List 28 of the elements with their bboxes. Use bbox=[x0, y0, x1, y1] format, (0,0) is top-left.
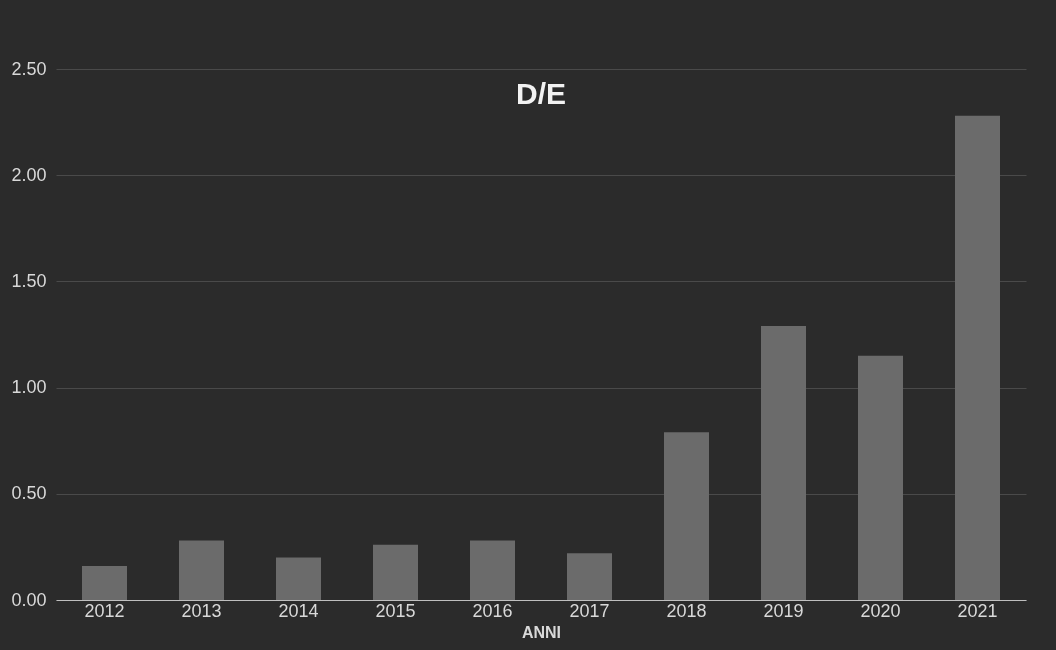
y-tick-label: 0.50 bbox=[11, 483, 47, 504]
bar bbox=[761, 326, 806, 600]
bar bbox=[373, 544, 418, 600]
x-tick-label: 2019 bbox=[763, 600, 804, 621]
y-tick-label: 1.00 bbox=[11, 377, 47, 398]
y-tick-label: 1.50 bbox=[11, 270, 47, 291]
x-tick-label: 2012 bbox=[84, 600, 125, 621]
x-tick-label: 2014 bbox=[278, 600, 319, 621]
bar bbox=[179, 540, 224, 600]
bar bbox=[567, 553, 612, 600]
bar bbox=[276, 557, 321, 600]
x-tick-label: 2016 bbox=[472, 600, 513, 621]
bar bbox=[955, 115, 1000, 600]
y-tick-label: 0.00 bbox=[11, 589, 47, 610]
x-tick-label: 2017 bbox=[569, 600, 610, 621]
chart-title: D/E bbox=[515, 77, 567, 110]
x-axis-title: ANNI bbox=[521, 623, 562, 641]
y-tick-label: 2.50 bbox=[11, 58, 47, 79]
y-tick-label: 2.00 bbox=[11, 164, 47, 185]
bar bbox=[82, 566, 127, 600]
x-tick-label: 2020 bbox=[860, 600, 901, 621]
x-tick-label: 2021 bbox=[957, 600, 998, 621]
bar bbox=[664, 432, 709, 600]
x-tick-label: 2013 bbox=[181, 600, 222, 621]
bar bbox=[470, 540, 515, 600]
x-tick-label: 2015 bbox=[375, 600, 416, 621]
x-tick-label: 2018 bbox=[666, 600, 707, 621]
bar bbox=[858, 355, 903, 600]
